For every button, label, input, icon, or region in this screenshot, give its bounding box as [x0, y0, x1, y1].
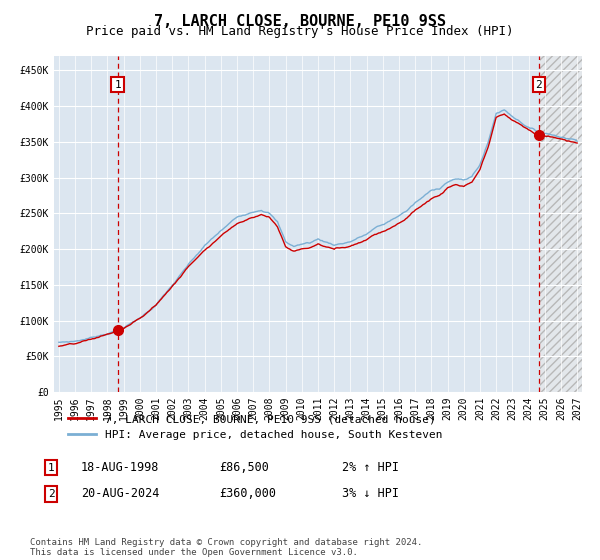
- Text: Price paid vs. HM Land Registry's House Price Index (HPI): Price paid vs. HM Land Registry's House …: [86, 25, 514, 38]
- Text: 3% ↓ HPI: 3% ↓ HPI: [342, 487, 399, 501]
- Text: 2% ↑ HPI: 2% ↑ HPI: [342, 461, 399, 474]
- Text: 18-AUG-1998: 18-AUG-1998: [81, 461, 160, 474]
- Text: 2: 2: [535, 80, 542, 90]
- Legend: 7, LARCH CLOSE, BOURNE, PE10 9SS (detached house), HPI: Average price, detached : 7, LARCH CLOSE, BOURNE, PE10 9SS (detach…: [64, 410, 447, 444]
- Text: £86,500: £86,500: [219, 461, 269, 474]
- Text: £360,000: £360,000: [219, 487, 276, 501]
- Text: 20-AUG-2024: 20-AUG-2024: [81, 487, 160, 501]
- Text: Contains HM Land Registry data © Crown copyright and database right 2024.
This d: Contains HM Land Registry data © Crown c…: [30, 538, 422, 557]
- Text: 7, LARCH CLOSE, BOURNE, PE10 9SS: 7, LARCH CLOSE, BOURNE, PE10 9SS: [154, 14, 446, 29]
- Text: 1: 1: [47, 463, 55, 473]
- Text: 2: 2: [47, 489, 55, 499]
- Bar: [539, 56, 582, 392]
- Text: 1: 1: [114, 80, 121, 90]
- Bar: [539, 56, 582, 392]
